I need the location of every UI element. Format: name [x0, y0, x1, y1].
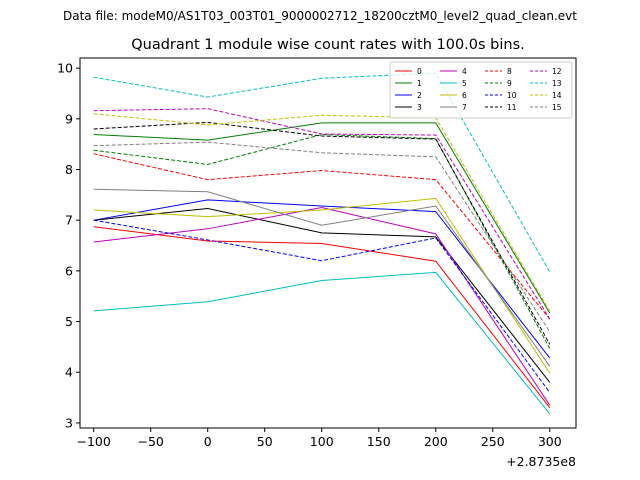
- y-tick-label: 9: [65, 111, 73, 126]
- y-tick-label: 4: [65, 365, 73, 380]
- y-tick-label: 10: [57, 61, 73, 76]
- series-line-11: [93, 121, 551, 345]
- x-tick-label: 250: [481, 434, 505, 449]
- y-tick-label: 5: [65, 314, 73, 329]
- series-line-1: [93, 122, 551, 314]
- series-line-2: [93, 199, 551, 359]
- x-tick-label: 100: [310, 434, 334, 449]
- y-tick-label: 6: [65, 263, 73, 278]
- series-line-3: [93, 208, 551, 383]
- legend-label: 11: [507, 103, 517, 112]
- x-tick-label: 150: [367, 434, 391, 449]
- series-line-0: [93, 226, 551, 409]
- series-line-4: [93, 207, 551, 406]
- series-line-7: [93, 188, 551, 367]
- legend-label: 1: [417, 79, 422, 88]
- x-tick-label: 300: [538, 434, 562, 449]
- legend-label: 7: [462, 103, 467, 112]
- legend-label: 4: [462, 67, 467, 76]
- series-line-15: [93, 141, 551, 332]
- series-line-9: [93, 134, 551, 349]
- legend-label: 8: [507, 67, 512, 76]
- legend-label: 0: [417, 67, 422, 76]
- x-tick-label: 0: [204, 434, 212, 449]
- legend-label: 3: [417, 103, 422, 112]
- series-line-13: [93, 72, 551, 273]
- chart-suptitle: Data file: modeM0/AS1T03_003T01_90000027…: [63, 9, 577, 23]
- series-line-10: [93, 219, 551, 393]
- y-tick-label: 3: [65, 415, 73, 430]
- legend-label: 2: [417, 91, 422, 100]
- legend-label: 5: [462, 79, 467, 88]
- x-tick-label: −100: [77, 434, 111, 449]
- series-line-6: [93, 197, 551, 374]
- x-tick-label: 50: [257, 434, 273, 449]
- chart-title: Quadrant 1 module wise count rates with …: [131, 37, 525, 53]
- axes-frame: [79, 57, 577, 429]
- x-tick-label: −50: [137, 434, 163, 449]
- x-offset-label: +2.8735e8: [506, 454, 576, 469]
- y-tick-label: 8: [65, 162, 73, 177]
- series-line-8: [93, 153, 551, 320]
- y-tick-label: 7: [65, 213, 73, 228]
- legend-label: 13: [552, 79, 562, 88]
- series-line-14: [93, 113, 551, 312]
- legend-label: 9: [507, 79, 512, 88]
- legend-label: 15: [552, 103, 562, 112]
- legend-label: 10: [507, 91, 517, 100]
- legend-label: 12: [552, 67, 562, 76]
- series-line-12: [93, 108, 551, 320]
- legend-box: [389, 61, 573, 119]
- series-line-5: [93, 271, 551, 415]
- legend-label: 6: [462, 91, 467, 100]
- legend-label: 14: [552, 91, 562, 100]
- x-tick-label: 200: [424, 434, 448, 449]
